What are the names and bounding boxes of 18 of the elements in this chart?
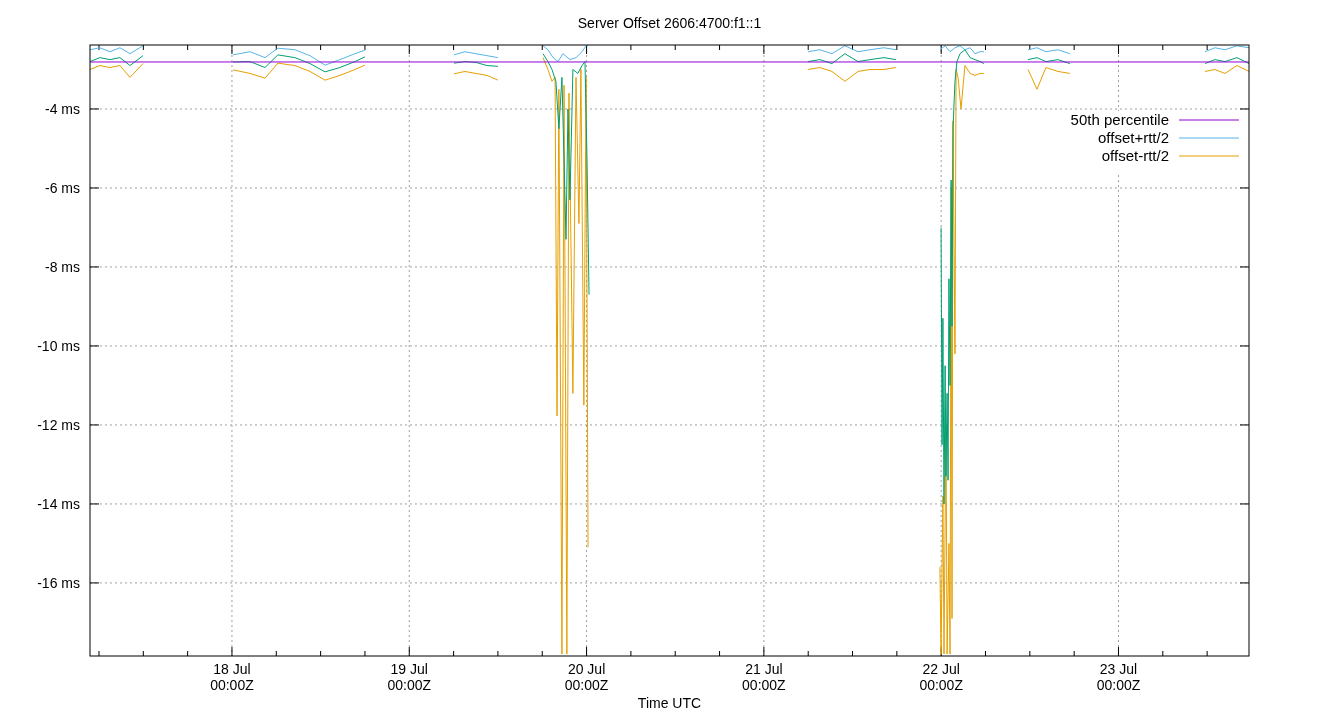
chart-title: Server Offset 2606:4700:f1::1 — [577, 15, 762, 31]
x-tick-label: 19 Jul 00:00Z — [387, 661, 432, 693]
legend-label: offset-rtt/2 — [1101, 147, 1169, 164]
x-tick-label: 23 Jul 00:00Z — [1096, 661, 1141, 693]
x-tick-label: 21 Jul 00:00Z — [742, 661, 787, 693]
x-tick-label: 18 Jul 00:00Z — [210, 661, 255, 693]
legend-label: 50th percentile — [1070, 111, 1169, 128]
y-tick-label: -4 ms — [45, 100, 80, 117]
y-tick-label: -14 ms — [37, 495, 80, 512]
y-tick-label: -12 ms — [37, 416, 80, 433]
y-tick-label: -16 ms — [37, 574, 80, 591]
legend-label: offset+rtt/2 — [1097, 129, 1169, 146]
y-tick-label: -6 ms — [45, 179, 80, 196]
x-axis-title: Time UTC — [637, 695, 702, 711]
x-tick-label: 22 Jul 00:00Z — [919, 661, 964, 693]
y-tick-label: -10 ms — [37, 337, 80, 354]
x-tick-label: 20 Jul 00:00Z — [564, 661, 609, 693]
y-tick-label: -8 ms — [45, 258, 80, 275]
